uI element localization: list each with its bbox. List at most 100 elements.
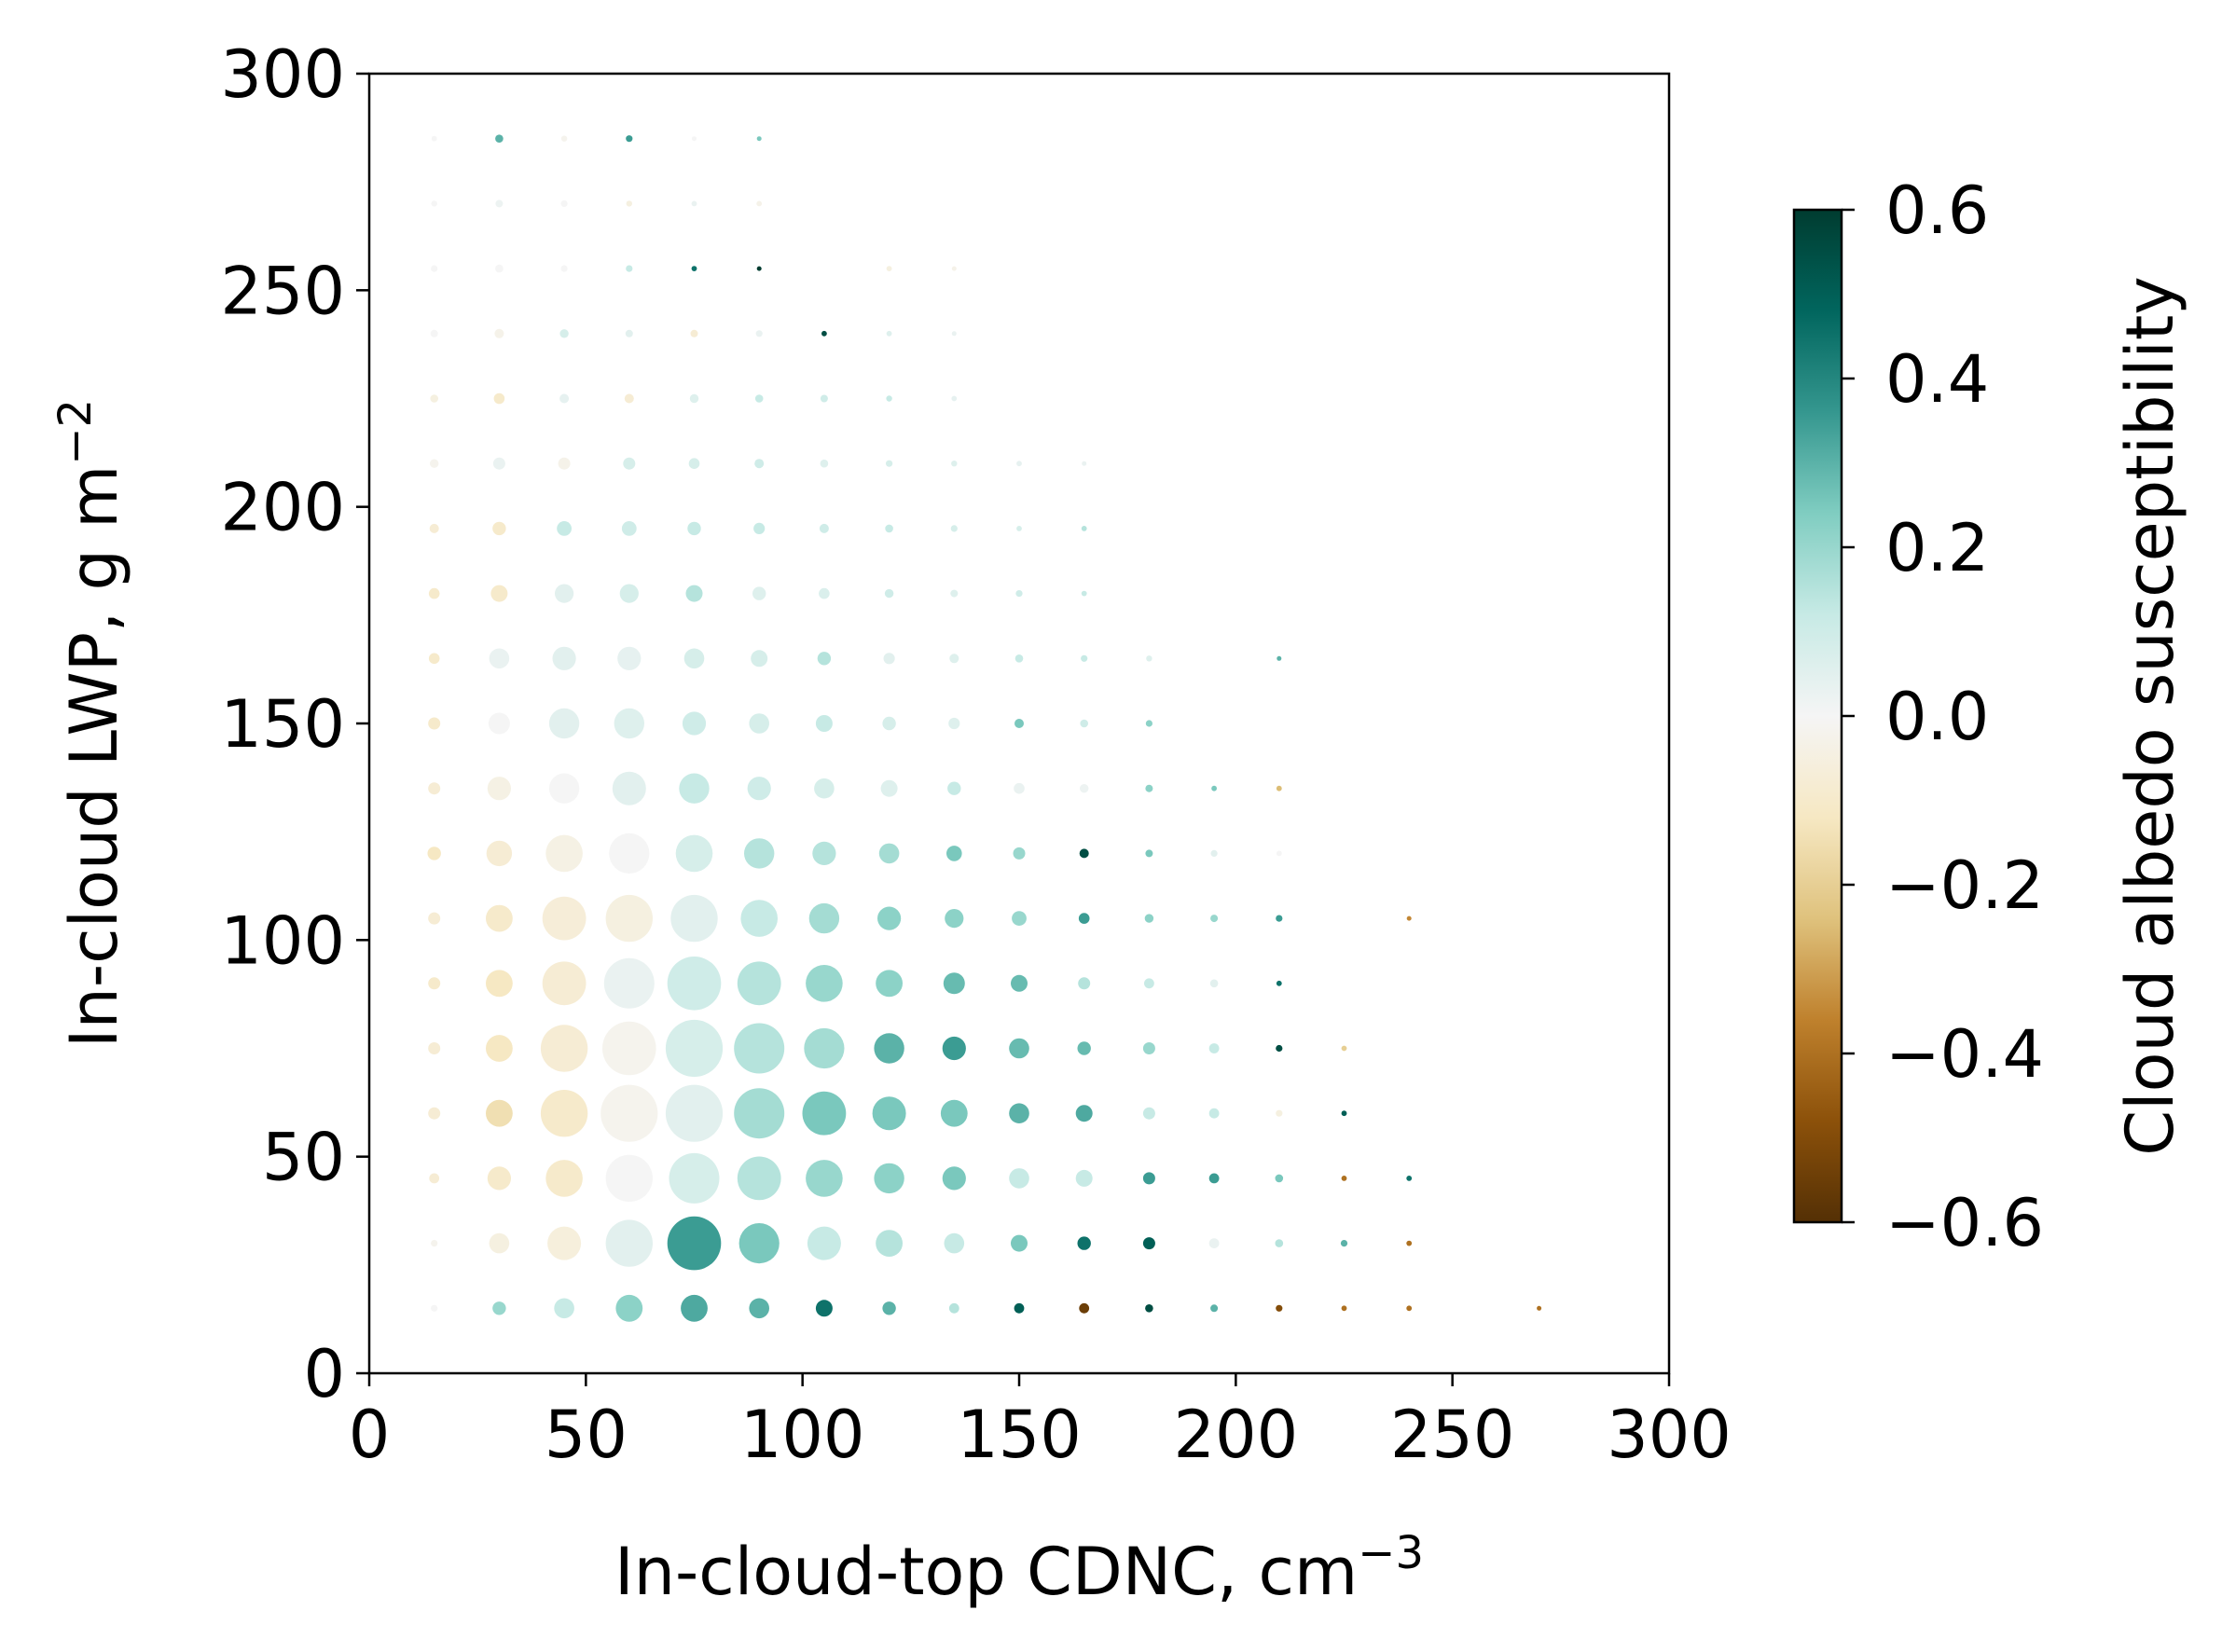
scatter-point	[817, 652, 832, 666]
scatter-point	[615, 1294, 643, 1322]
scatter-point	[1210, 1304, 1219, 1313]
scatter-point	[946, 846, 962, 861]
scatter-point	[625, 329, 633, 337]
scatter-point	[756, 266, 762, 271]
scatter-point	[428, 587, 440, 599]
scatter-point	[689, 393, 699, 404]
scatter-point	[1016, 461, 1022, 467]
x-axis-label: In-cloud-top CDNC, cm−3	[614, 1527, 1424, 1610]
scatter-point	[1014, 1302, 1025, 1314]
scatter-point	[1537, 1305, 1542, 1311]
scatter-point	[1080, 719, 1088, 728]
scatter-point	[670, 894, 718, 943]
scatter-point	[1146, 655, 1152, 662]
scatter-point	[486, 970, 513, 998]
scatter-point	[605, 1219, 653, 1267]
scatter-point	[807, 1226, 841, 1260]
scatter-point	[886, 460, 893, 467]
scatter-point	[605, 894, 653, 943]
scatter-point	[687, 521, 701, 536]
scatter-point	[431, 1304, 438, 1312]
scatter-point	[1142, 1172, 1155, 1185]
scatter-point	[812, 841, 836, 866]
scatter-point	[609, 833, 650, 874]
y-tick-label: 250	[220, 253, 345, 329]
scatter-point	[488, 712, 510, 735]
scatter-point	[612, 771, 646, 805]
scatter-point	[1082, 461, 1087, 466]
scatter-point	[486, 904, 513, 932]
y-tick-label: 0	[303, 1336, 345, 1412]
y-tick-label: 300	[220, 36, 345, 113]
scatter-point	[886, 395, 892, 402]
scatter-point	[560, 265, 568, 272]
scatter-point	[950, 525, 958, 532]
scatter-point	[428, 912, 441, 925]
scatter-point	[751, 650, 768, 668]
scatter-point	[755, 330, 763, 337]
scatter-point	[626, 200, 632, 207]
scatter-point	[548, 708, 580, 739]
scatter-point	[669, 1152, 720, 1204]
scatter-point	[1081, 590, 1087, 597]
scatter-point	[1080, 784, 1089, 793]
scatter-point	[734, 1023, 785, 1074]
scatter-point	[428, 782, 441, 795]
scatter-point	[555, 584, 574, 603]
scatter-point	[1009, 1168, 1029, 1189]
scatter-point	[665, 1084, 724, 1142]
scatter-point	[545, 1160, 583, 1197]
scatter-point	[542, 896, 587, 941]
scatter-point	[943, 972, 965, 995]
x-tick-label: 150	[957, 1397, 1082, 1473]
scatter-point	[600, 1084, 658, 1142]
colorbar-ticks: 0.6 0.4 0.2 0.0 −0.2 −0.4 −0.6	[1842, 172, 2044, 1261]
x-axis: 0 50 100 150 200 250 300	[349, 1373, 1732, 1473]
scatter-point	[1142, 1237, 1155, 1250]
scatter-point	[948, 717, 960, 730]
colorbar-tick-label: −0.2	[1885, 847, 2044, 924]
scatter-point	[1016, 526, 1022, 531]
scatter-point	[1075, 1105, 1093, 1122]
scatter-point	[1145, 849, 1153, 858]
scatter-point	[949, 654, 959, 664]
scatter-point	[1275, 1239, 1284, 1247]
scatter-point	[944, 1232, 965, 1254]
scatter-point	[554, 1298, 574, 1319]
scatter-point	[1009, 1038, 1029, 1059]
x-tick-label: 300	[1607, 1397, 1732, 1473]
scatter-point	[1012, 911, 1027, 926]
colorbar	[1792, 208, 1843, 1224]
scatter-point	[560, 135, 568, 142]
scatter-point	[1277, 655, 1282, 661]
scatter-point	[942, 1036, 966, 1061]
scatter-point	[1341, 1176, 1347, 1181]
scatter-point	[489, 1232, 510, 1254]
scatter-point	[802, 1091, 847, 1136]
scatter-point	[691, 200, 697, 207]
scatter-point	[428, 1107, 441, 1120]
scatter-point	[877, 906, 902, 930]
scatter-point	[942, 1166, 966, 1191]
scatter-point	[626, 135, 633, 143]
scatter-point	[754, 394, 764, 403]
scatter-point	[756, 136, 762, 142]
scatter-point	[552, 646, 576, 670]
scatter-point	[1081, 654, 1088, 662]
scatter-point	[1209, 979, 1219, 988]
scatter-point	[605, 1154, 653, 1203]
scatter-point	[431, 200, 437, 207]
scatter-point	[1276, 915, 1283, 922]
scatter-point	[876, 970, 903, 998]
scatter-point	[1009, 1103, 1029, 1123]
y-axis: 0 50 100 150 200 250 300	[220, 36, 369, 1412]
scatter-point	[495, 264, 504, 273]
scatter-point	[754, 459, 765, 469]
scatter-point	[948, 1302, 959, 1314]
colorbar-label: Cloud albedo susceptibility	[2112, 276, 2188, 1155]
scatter-point	[545, 834, 583, 873]
scatter-point	[675, 834, 713, 873]
scatter-point	[1078, 977, 1091, 990]
scatter-point	[1208, 1043, 1220, 1053]
scatter-point	[1276, 850, 1282, 857]
